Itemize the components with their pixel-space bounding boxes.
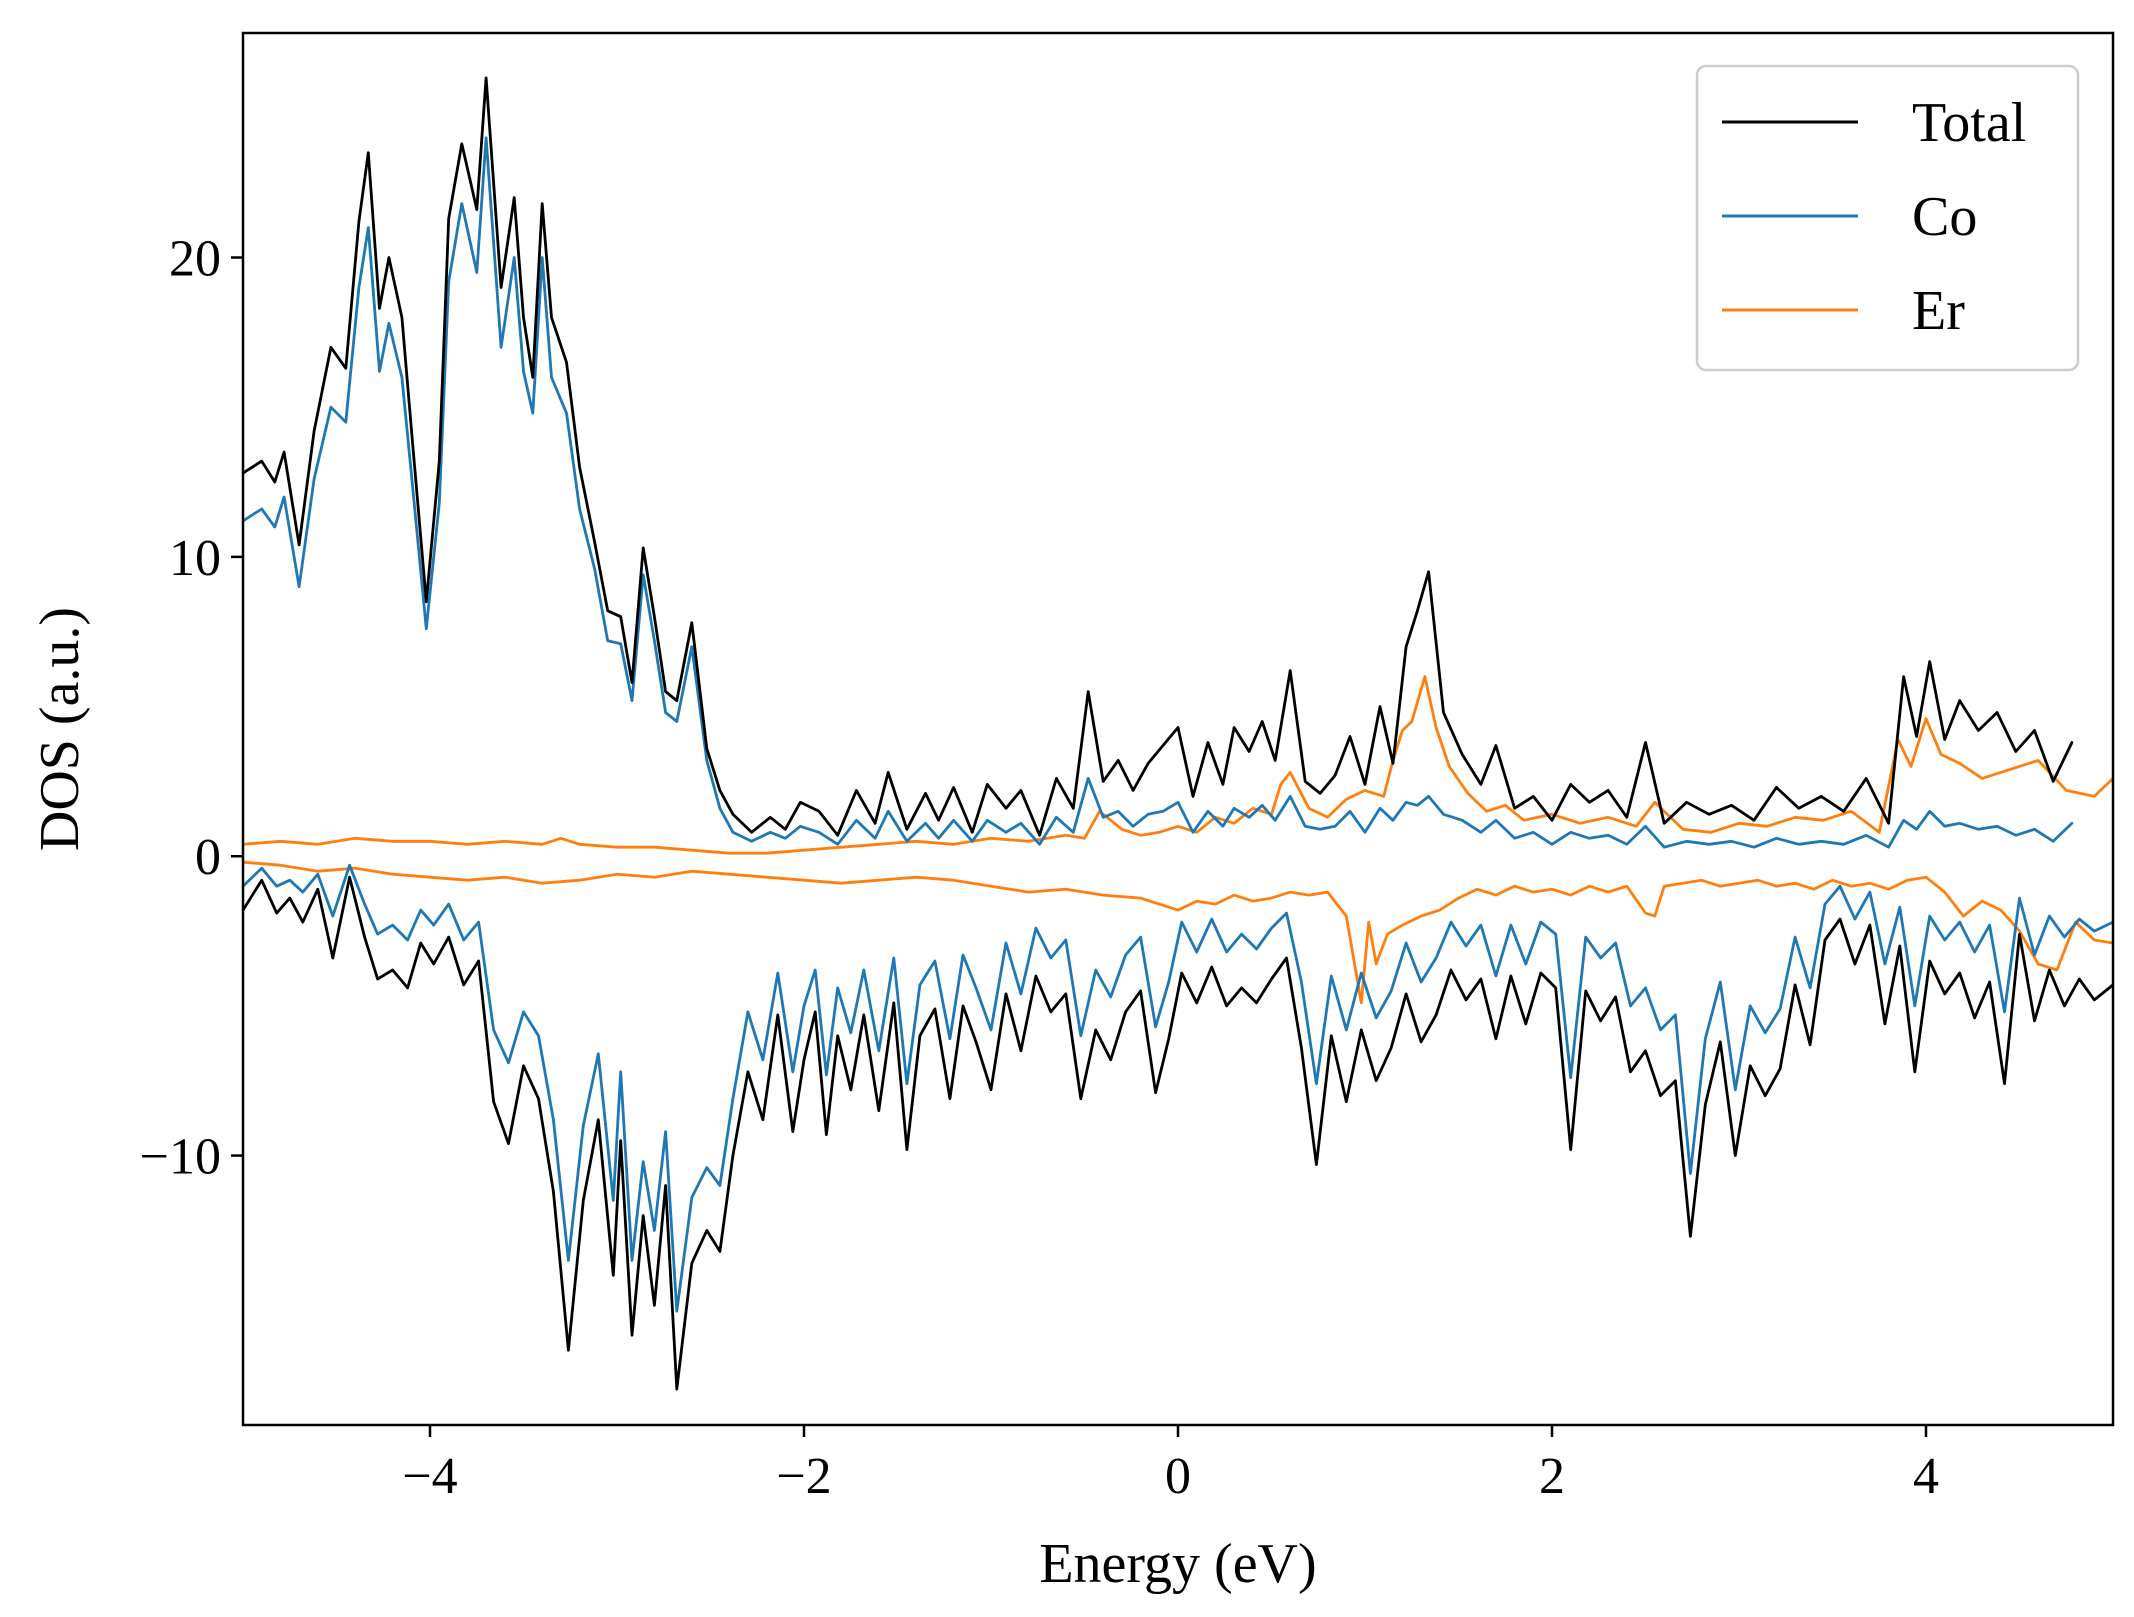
legend-label-er: Er bbox=[1912, 280, 1965, 342]
x-tick-label: 0 bbox=[1165, 1448, 1191, 1505]
x-tick-label: −2 bbox=[776, 1448, 831, 1505]
x-axis-label: Energy (eV) bbox=[1039, 1533, 1316, 1595]
legend: Total Co Er bbox=[1695, 64, 2080, 372]
x-axis-ticks: −4 −2 0 2 4 bbox=[402, 1425, 1939, 1505]
series-line-co-spin-up bbox=[243, 136, 2074, 849]
series-line-er-spin-down bbox=[243, 860, 2113, 1005]
series-line-er-spin-up bbox=[243, 675, 2113, 855]
x-tick-label: −4 bbox=[402, 1448, 457, 1505]
legend-frame bbox=[1695, 64, 2080, 372]
y-tick-label: 20 bbox=[169, 231, 221, 288]
y-tick-label: 10 bbox=[169, 530, 221, 587]
y-tick-label: −10 bbox=[140, 1129, 221, 1186]
series-line-total-spin-up bbox=[243, 76, 2074, 837]
legend-label-co: Co bbox=[1912, 186, 1977, 248]
series-line-co-spin-down bbox=[243, 863, 2113, 1313]
y-axis-ticks: −10 0 10 20 bbox=[140, 231, 243, 1186]
y-axis-label: DOS (a.u.) bbox=[29, 607, 91, 851]
series-line-total-spin-down bbox=[243, 875, 2113, 1391]
x-tick-label: 4 bbox=[1913, 1448, 1939, 1505]
y-tick-label: 0 bbox=[195, 829, 221, 886]
series-layer bbox=[243, 76, 2113, 1391]
legend-label-total: Total bbox=[1912, 92, 2026, 154]
x-tick-label: 2 bbox=[1539, 1448, 1565, 1505]
